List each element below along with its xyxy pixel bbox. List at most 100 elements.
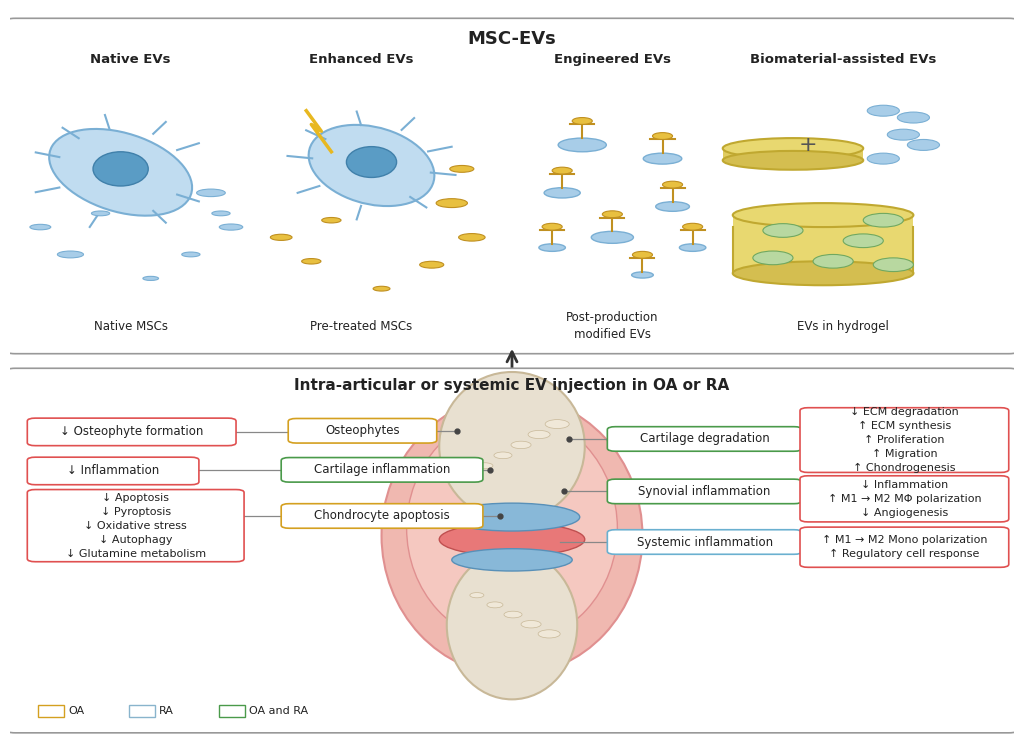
Circle shape bbox=[545, 420, 569, 429]
Ellipse shape bbox=[679, 244, 706, 251]
Ellipse shape bbox=[444, 503, 580, 531]
Text: Cartilage degradation: Cartilage degradation bbox=[640, 432, 770, 446]
FancyBboxPatch shape bbox=[607, 427, 802, 451]
Text: Native MSCs: Native MSCs bbox=[93, 320, 168, 333]
Circle shape bbox=[521, 620, 541, 628]
Circle shape bbox=[888, 129, 920, 140]
Text: Engineered EVs: Engineered EVs bbox=[554, 53, 671, 66]
Ellipse shape bbox=[439, 372, 585, 521]
FancyBboxPatch shape bbox=[288, 418, 436, 443]
Circle shape bbox=[494, 452, 512, 458]
FancyBboxPatch shape bbox=[5, 19, 1019, 353]
FancyBboxPatch shape bbox=[28, 418, 237, 446]
Text: ↓ Inflammation
↑ M1 → M2 MΦ polarization
↓ Angiogenesis: ↓ Inflammation ↑ M1 → M2 MΦ polarization… bbox=[827, 480, 981, 518]
Text: Native EVs: Native EVs bbox=[90, 53, 171, 66]
Ellipse shape bbox=[655, 202, 689, 211]
Ellipse shape bbox=[270, 234, 292, 240]
Ellipse shape bbox=[733, 203, 913, 227]
Ellipse shape bbox=[322, 217, 341, 223]
Circle shape bbox=[753, 251, 793, 265]
Circle shape bbox=[843, 234, 884, 248]
Text: ↓ Inflammation: ↓ Inflammation bbox=[67, 464, 159, 478]
Ellipse shape bbox=[219, 224, 243, 230]
FancyBboxPatch shape bbox=[607, 530, 802, 554]
Ellipse shape bbox=[382, 396, 642, 676]
FancyBboxPatch shape bbox=[800, 527, 1009, 567]
Ellipse shape bbox=[558, 138, 606, 152]
Ellipse shape bbox=[181, 252, 200, 257]
Text: Cartilage inflammation: Cartilage inflammation bbox=[314, 464, 451, 476]
Ellipse shape bbox=[143, 276, 159, 280]
Bar bbox=[733, 215, 913, 273]
Ellipse shape bbox=[446, 551, 578, 699]
FancyBboxPatch shape bbox=[219, 705, 245, 717]
Circle shape bbox=[470, 592, 484, 598]
Circle shape bbox=[477, 463, 493, 469]
Circle shape bbox=[460, 473, 474, 479]
Circle shape bbox=[504, 611, 522, 618]
Circle shape bbox=[663, 182, 683, 188]
Circle shape bbox=[633, 251, 652, 258]
Circle shape bbox=[867, 153, 899, 164]
FancyBboxPatch shape bbox=[800, 408, 1009, 472]
Ellipse shape bbox=[539, 244, 565, 251]
Text: ↓ Apoptosis
↓ Pyroptosis
↓ Oxidative stress
↓ Autophagy
↓ Glutamine metabolism: ↓ Apoptosis ↓ Pyroptosis ↓ Oxidative str… bbox=[66, 493, 206, 559]
Circle shape bbox=[863, 214, 903, 227]
Ellipse shape bbox=[346, 147, 396, 178]
Circle shape bbox=[602, 211, 623, 218]
FancyBboxPatch shape bbox=[28, 490, 244, 562]
Ellipse shape bbox=[91, 211, 110, 216]
Ellipse shape bbox=[439, 522, 585, 557]
Ellipse shape bbox=[632, 272, 653, 278]
Bar bbox=[723, 148, 863, 160]
Circle shape bbox=[897, 112, 930, 123]
Ellipse shape bbox=[407, 413, 617, 644]
FancyBboxPatch shape bbox=[282, 458, 483, 482]
Circle shape bbox=[538, 629, 560, 638]
Text: ↑ M1 → M2 Mono polarization
↑ Regulatory cell response: ↑ M1 → M2 Mono polarization ↑ Regulatory… bbox=[821, 535, 987, 559]
Text: Systemic inflammation: Systemic inflammation bbox=[637, 536, 773, 548]
Ellipse shape bbox=[212, 211, 230, 216]
Ellipse shape bbox=[643, 153, 682, 164]
Ellipse shape bbox=[450, 165, 474, 173]
FancyBboxPatch shape bbox=[28, 457, 199, 485]
Text: OA: OA bbox=[69, 705, 85, 716]
FancyBboxPatch shape bbox=[607, 479, 802, 504]
Ellipse shape bbox=[723, 138, 863, 158]
Text: RA: RA bbox=[159, 705, 174, 716]
Ellipse shape bbox=[93, 152, 148, 186]
Circle shape bbox=[542, 223, 562, 230]
Text: ↓ Osteophyte formation: ↓ Osteophyte formation bbox=[60, 426, 204, 438]
Circle shape bbox=[487, 602, 503, 608]
Text: +: + bbox=[799, 135, 817, 155]
Circle shape bbox=[528, 430, 550, 438]
Text: MSC-EVs: MSC-EVs bbox=[468, 30, 556, 48]
Ellipse shape bbox=[591, 231, 634, 243]
Text: Synovial inflammation: Synovial inflammation bbox=[639, 485, 771, 498]
Text: Post-production
modified EVs: Post-production modified EVs bbox=[566, 311, 658, 341]
Ellipse shape bbox=[733, 261, 913, 285]
Ellipse shape bbox=[544, 187, 581, 198]
Text: Enhanced EVs: Enhanced EVs bbox=[309, 53, 414, 66]
Ellipse shape bbox=[49, 129, 193, 216]
Circle shape bbox=[552, 167, 572, 174]
Circle shape bbox=[763, 224, 803, 237]
Text: ↓ ECM degradation
↑ ECM synthesis
↑ Proliferation
↑ Migration
↑ Chondrogenesis: ↓ ECM degradation ↑ ECM synthesis ↑ Prol… bbox=[850, 407, 958, 473]
Ellipse shape bbox=[308, 125, 434, 206]
FancyBboxPatch shape bbox=[800, 476, 1009, 522]
Circle shape bbox=[652, 132, 673, 139]
FancyBboxPatch shape bbox=[129, 705, 155, 717]
Ellipse shape bbox=[459, 234, 485, 241]
Circle shape bbox=[572, 118, 592, 124]
FancyBboxPatch shape bbox=[5, 368, 1019, 733]
Ellipse shape bbox=[373, 286, 390, 291]
Circle shape bbox=[683, 223, 702, 230]
Circle shape bbox=[867, 105, 899, 116]
Ellipse shape bbox=[57, 251, 84, 258]
Text: Chondrocyte apoptosis: Chondrocyte apoptosis bbox=[314, 510, 450, 522]
Ellipse shape bbox=[197, 189, 225, 196]
Circle shape bbox=[873, 258, 913, 272]
Ellipse shape bbox=[30, 225, 51, 230]
Text: EVs in hydrogel: EVs in hydrogel bbox=[798, 320, 889, 333]
Text: Pre-treated MSCs: Pre-treated MSCs bbox=[310, 320, 413, 333]
